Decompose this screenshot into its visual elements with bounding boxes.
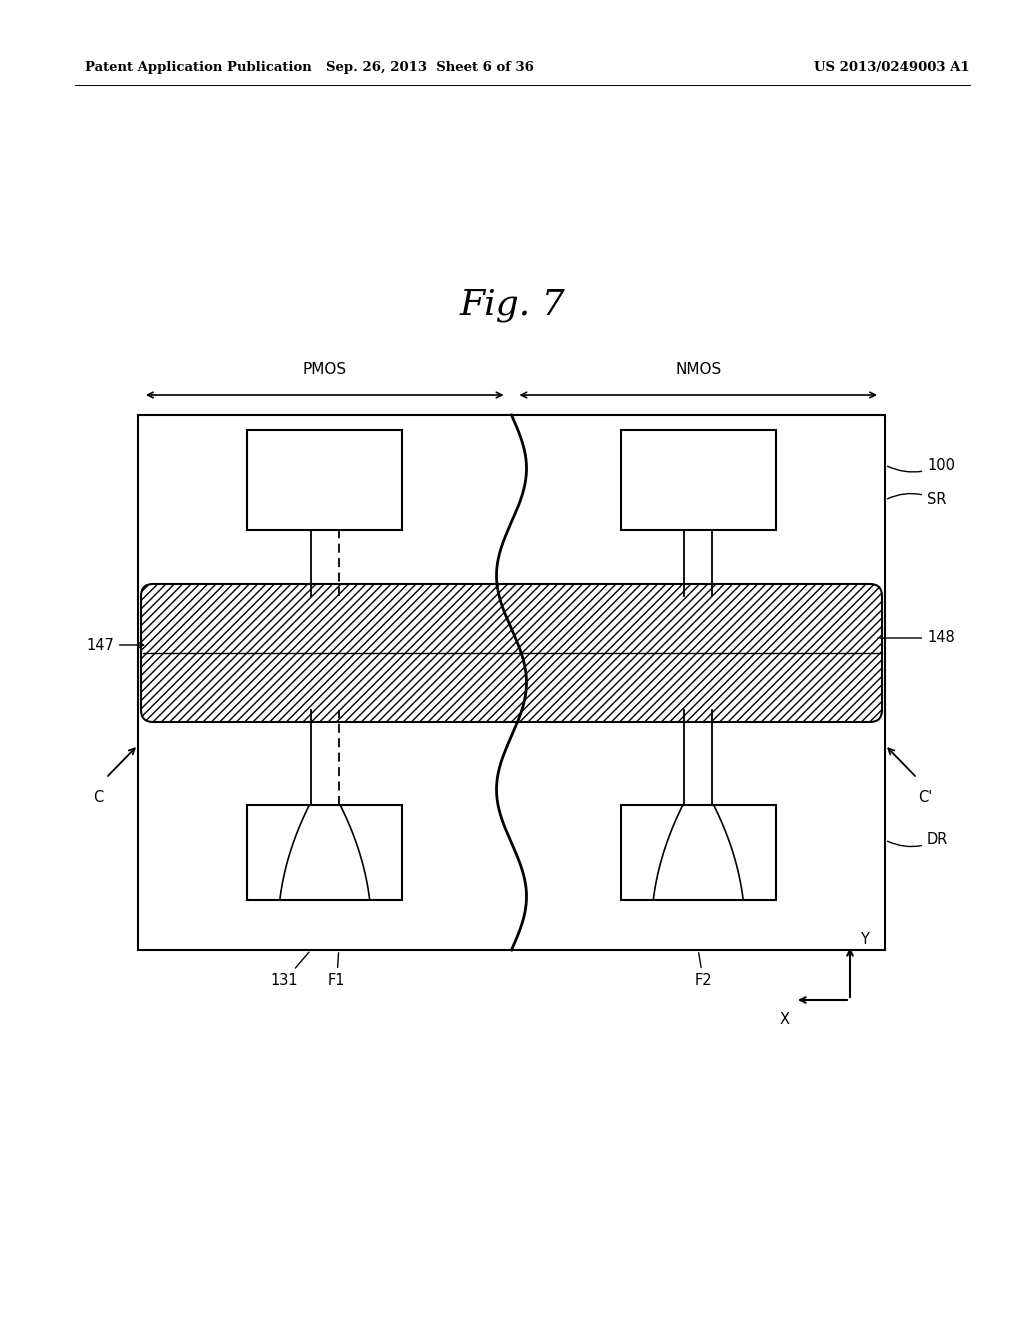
Text: Sep. 26, 2013  Sheet 6 of 36: Sep. 26, 2013 Sheet 6 of 36: [326, 62, 534, 74]
FancyBboxPatch shape: [141, 583, 882, 722]
Text: C': C': [918, 789, 932, 805]
Text: DR: DR: [888, 833, 948, 847]
Text: 100: 100: [888, 458, 955, 473]
Text: SR: SR: [888, 492, 946, 507]
Bar: [621, 430, 776, 531]
Bar: [621, 805, 776, 900]
Bar: [247, 430, 402, 531]
Text: F1: F1: [328, 953, 345, 987]
Text: NMOS: NMOS: [675, 362, 721, 378]
Text: PMOS: PMOS: [303, 362, 347, 378]
Text: F2: F2: [694, 953, 712, 987]
Text: C: C: [93, 789, 103, 805]
Text: X: X: [780, 1012, 790, 1027]
Text: 131: 131: [271, 952, 309, 987]
Text: 147: 147: [86, 638, 143, 652]
Text: Y: Y: [860, 932, 869, 948]
Text: Patent Application Publication: Patent Application Publication: [85, 62, 311, 74]
Text: 148: 148: [878, 631, 954, 645]
Text: US 2013/0249003 A1: US 2013/0249003 A1: [814, 62, 970, 74]
Bar: [247, 805, 402, 900]
Text: Fig. 7: Fig. 7: [459, 288, 565, 322]
Bar: [138, 414, 885, 950]
